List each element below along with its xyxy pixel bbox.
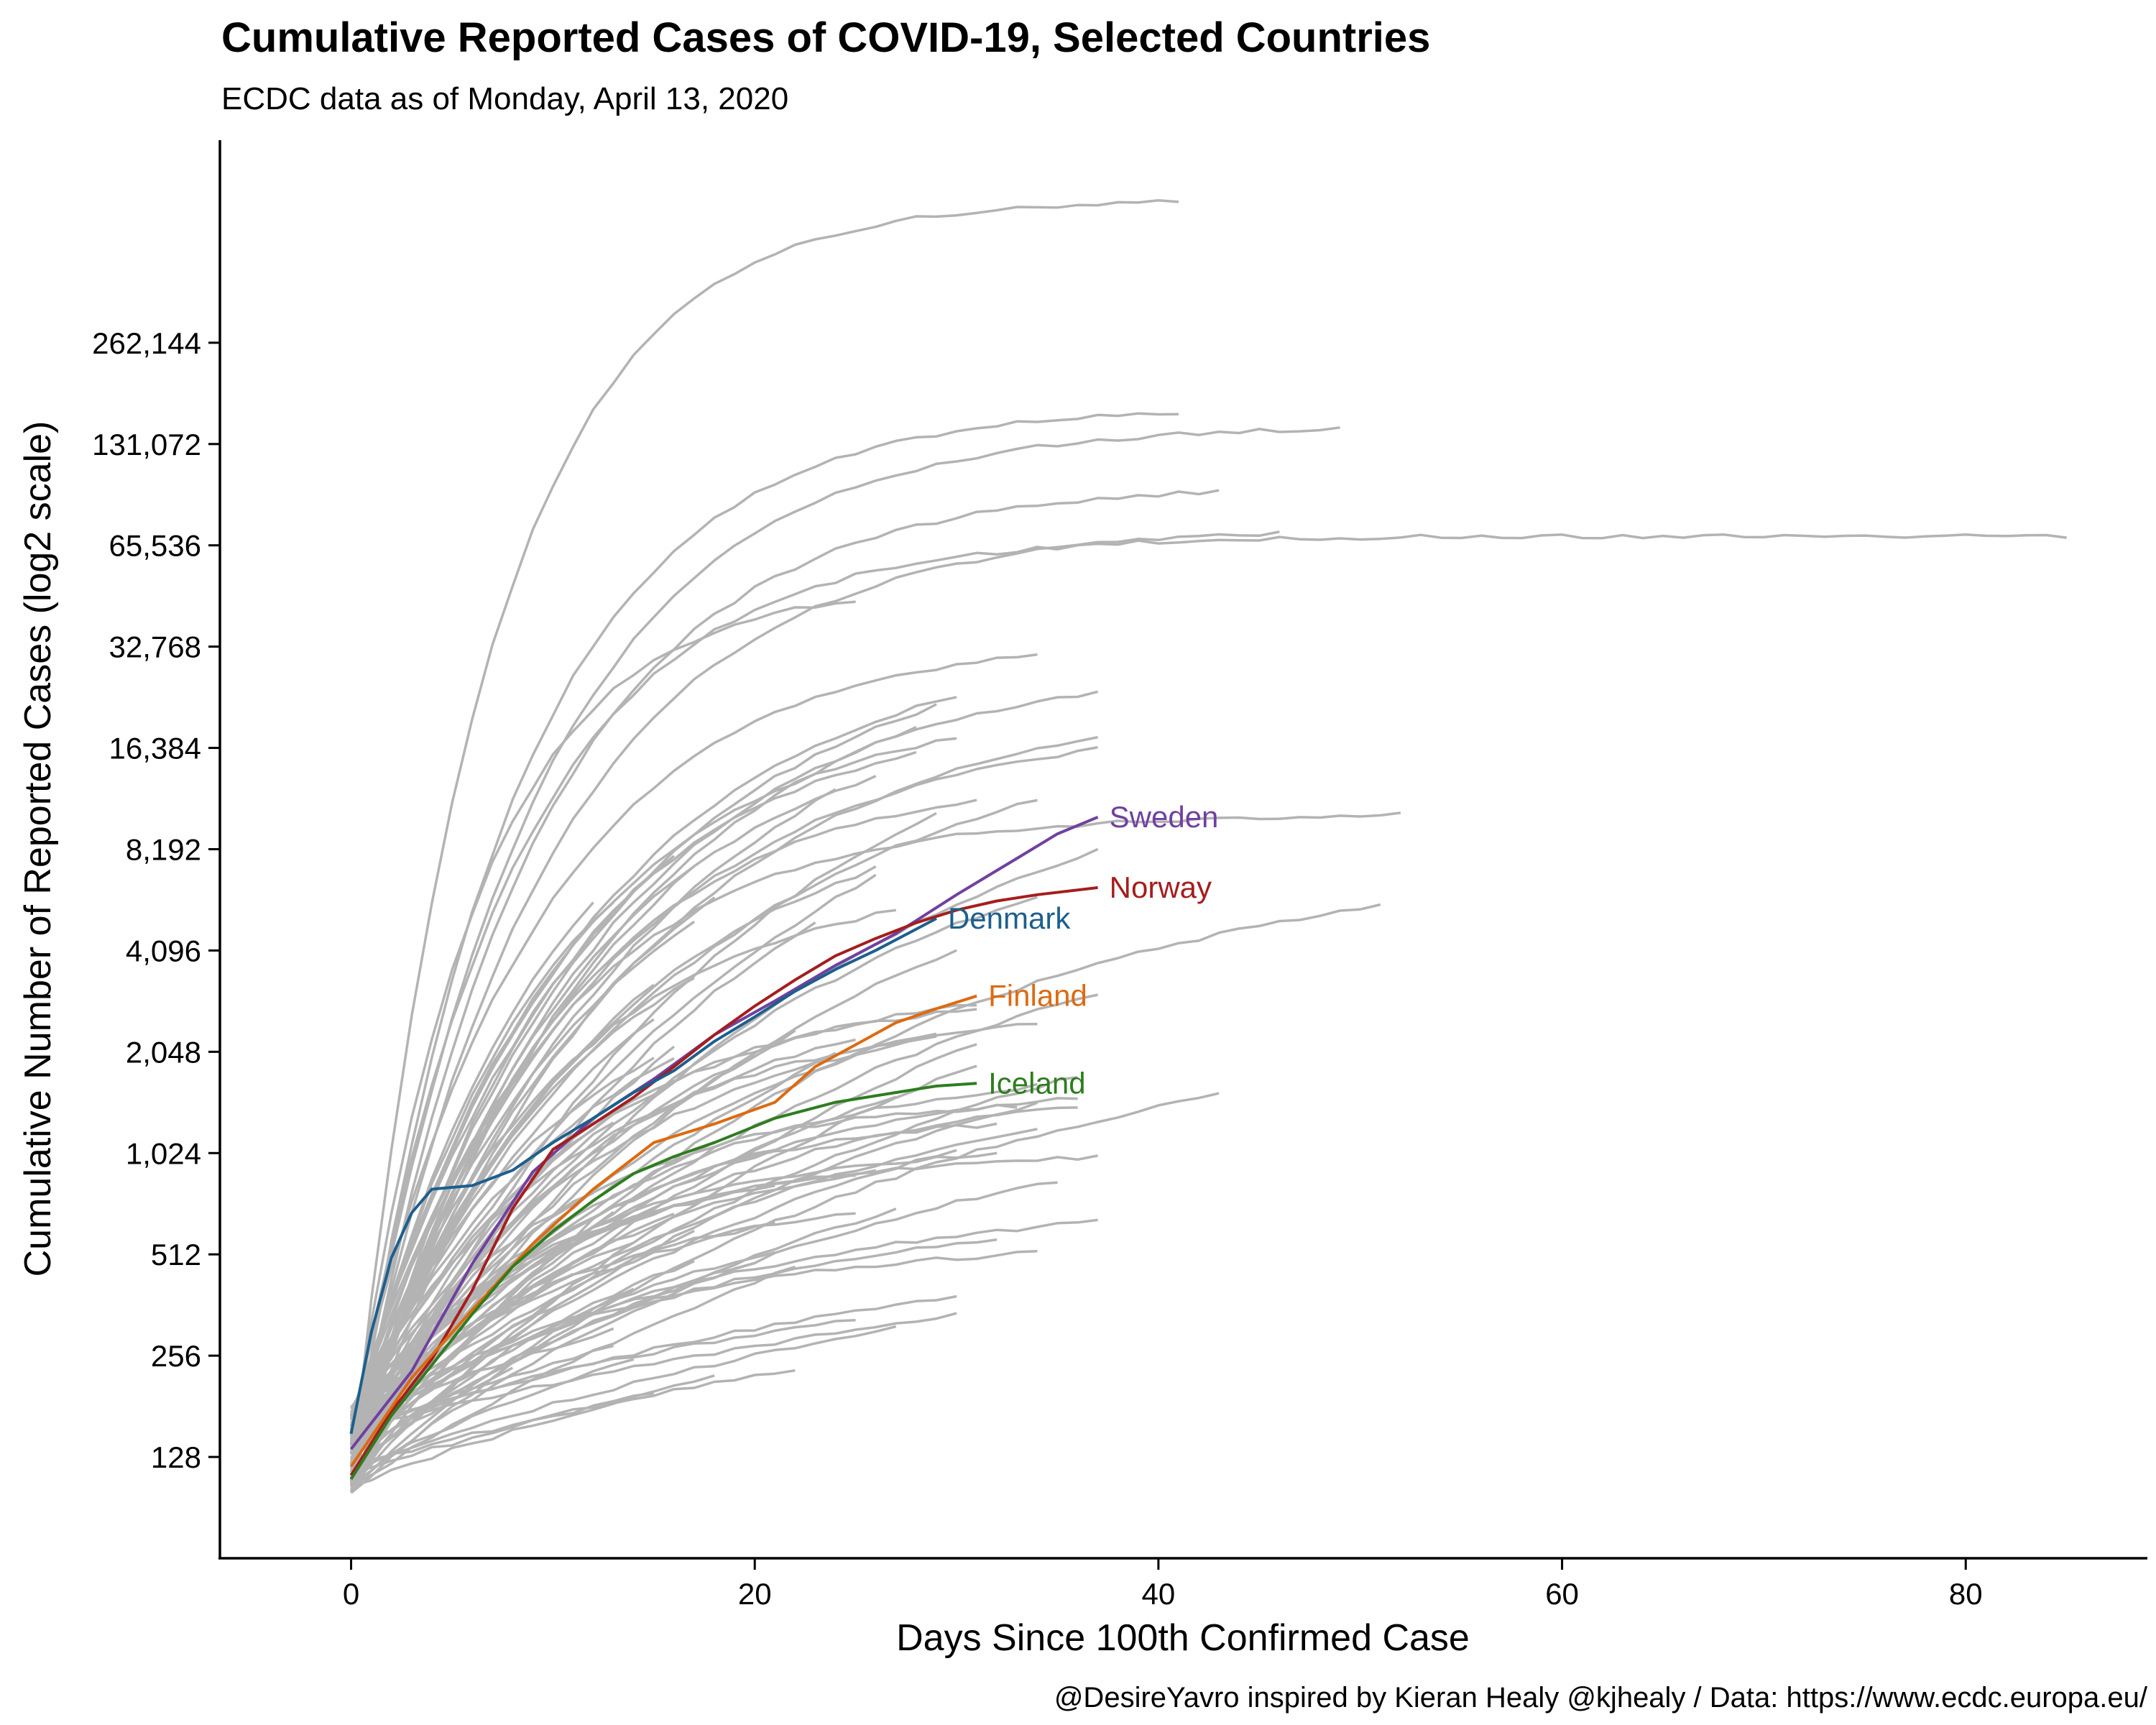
series-line-sweden (349, 816, 1099, 1450)
y-tick-label: 8,192 (126, 833, 201, 867)
highlight-series-group: Sweden Norway Denmark Finland Iceland (349, 800, 1219, 1480)
chart-caption: @DesireYavro inspired by Kieran Healy @k… (1054, 1682, 2148, 1714)
series-label-norway: Norway (1110, 870, 1212, 904)
x-axis-ticks: 0 20 40 60 80 (343, 1558, 1983, 1611)
x-tick-label: 80 (1949, 1577, 1983, 1611)
background-country-line (351, 1368, 796, 1469)
y-tick-label: 131,072 (92, 428, 201, 461)
background-country-line (349, 653, 1038, 1426)
x-tick-label: 0 (343, 1577, 359, 1611)
background-country-line (349, 533, 2067, 1444)
background-country-line (350, 1249, 1038, 1434)
background-country-line (351, 1312, 957, 1430)
y-tick-label: 262,144 (92, 326, 201, 360)
background-country-line (350, 1064, 977, 1489)
y-tick-label: 128 (151, 1440, 201, 1474)
background-country-line (349, 600, 856, 1455)
y-tick-label: 4,096 (126, 934, 201, 967)
background-country-line (349, 788, 837, 1451)
background-country-line (350, 1208, 897, 1453)
background-country-line (349, 530, 1280, 1473)
y-tick-label: 512 (151, 1238, 201, 1271)
y-tick-label: 65,536 (109, 529, 201, 563)
background-country-line (349, 737, 957, 1435)
series-line-finland (349, 994, 977, 1468)
background-country-line (350, 1192, 594, 1413)
chart-subtitle: ECDC data as of Monday, April 13, 2020 (221, 81, 788, 116)
y-tick-label: 1,024 (126, 1136, 201, 1170)
x-tick-label: 60 (1545, 1577, 1579, 1611)
background-country-line (349, 745, 1098, 1440)
y-tick-label: 256 (151, 1339, 201, 1373)
background-country-line (349, 775, 877, 1468)
x-axis-label: Days Since 100th Confirmed Case (896, 1617, 1470, 1659)
series-label-sweden: Sweden (1110, 800, 1219, 834)
y-tick-label: 32,768 (109, 630, 201, 664)
series-line-iceland (349, 1082, 977, 1480)
series-label-iceland: Iceland (988, 1066, 1085, 1100)
y-tick-label: 2,048 (126, 1035, 201, 1069)
background-country-line (350, 903, 1381, 1486)
background-country-line (350, 1082, 1038, 1430)
x-tick-label: 20 (738, 1577, 772, 1611)
background-country-line (349, 865, 877, 1435)
background-country-line (349, 1045, 675, 1449)
background-country-line (351, 1374, 715, 1488)
background-series-group (349, 199, 2067, 1494)
background-country-line (349, 799, 1038, 1416)
background-country-line (349, 1038, 856, 1462)
background-country-line (350, 1238, 998, 1473)
background-country-line (350, 1097, 1078, 1422)
y-axis-ticks: 128 256 512 1,024 2,048 4,096 8,192 16,384 32,76… (92, 326, 220, 1474)
background-country-line (349, 426, 1340, 1465)
background-country-line (350, 1358, 635, 1473)
y-axis-label: Cumulative Number of Reported Cases (log… (17, 421, 59, 1277)
series-label-finland: Finland (988, 979, 1087, 1013)
background-country-line (349, 199, 1179, 1481)
series-line-norway (349, 886, 1098, 1476)
background-country-line (350, 1106, 1078, 1477)
background-country-line (349, 696, 957, 1427)
background-country-line (350, 1265, 796, 1488)
chart-title: Cumulative Reported Cases of COVID-19, S… (221, 14, 1430, 61)
background-country-line (350, 1325, 897, 1468)
background-country-line (349, 412, 1179, 1480)
background-country-line (349, 908, 897, 1427)
background-country-line (351, 1392, 655, 1475)
background-country-line (349, 489, 1220, 1479)
y-tick-label: 16,384 (109, 732, 201, 765)
series-line-denmark (349, 917, 937, 1435)
background-country-line (350, 1318, 856, 1433)
series-label-denmark: Denmark (948, 901, 1071, 935)
x-tick-label: 40 (1142, 1577, 1176, 1611)
